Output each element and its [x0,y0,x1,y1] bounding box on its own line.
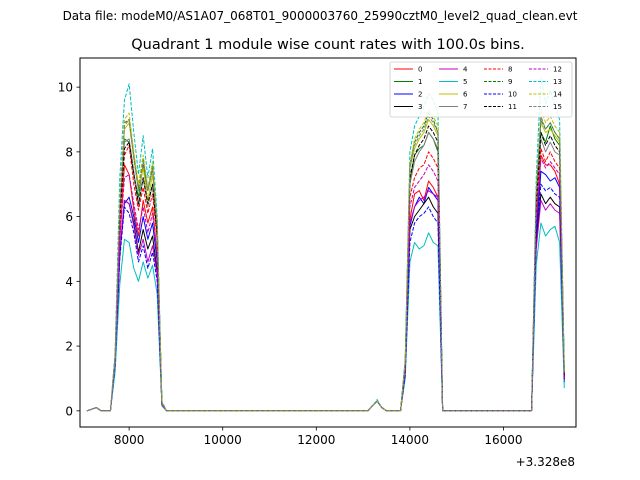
chart-title: Quadrant 1 module wise count rates with … [131,37,525,53]
legend-label-5: 5 [463,78,467,86]
legend-label-4: 4 [463,66,468,74]
ticks-layer: 8000 10000 12000 14000 16000 0 2 4 6 8 10 [58,81,523,447]
x-tick-label: 10000 [204,433,242,447]
y-tick-label: 4 [65,275,73,289]
y-tick-label: 10 [58,81,73,95]
x-tick-label: 16000 [484,433,522,447]
legend-label-6: 6 [463,91,468,99]
y-tick-label: 2 [65,340,73,354]
legend-label-2: 2 [418,91,422,99]
legend-label-8: 8 [508,66,512,74]
legend-label-15: 15 [553,103,562,111]
legend-label-10: 10 [508,91,517,99]
legend-label-7: 7 [463,103,467,111]
legend-label-0: 0 [418,66,422,74]
legend-label-3: 3 [418,103,422,111]
y-tick-label: 6 [65,210,73,224]
x-tick-label: 14000 [391,433,429,447]
figure-suptitle: Data file: modeM0/AS1A07_068T01_90000037… [63,9,578,23]
y-tick-label: 0 [65,404,73,418]
legend-label-9: 9 [508,78,512,86]
series-line-11 [86,125,565,412]
y-tick-label: 8 [65,145,73,159]
legend-label-12: 12 [553,66,562,74]
legend-label-14: 14 [553,91,562,99]
x-tick-label: 12000 [297,433,335,447]
legend-label-1: 1 [418,78,422,86]
axes-frame [79,57,577,428]
legend-label-13: 13 [553,78,562,86]
series-layer [86,76,565,412]
x-offset-label: +3.328e8 [516,455,575,469]
legend-box [389,61,573,118]
x-tick-label: 8000 [114,433,145,447]
series-line-15 [86,115,565,412]
legend-label-11: 11 [508,103,517,111]
